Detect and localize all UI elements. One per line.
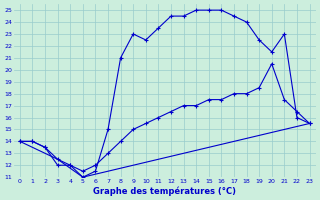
X-axis label: Graphe des températures (°C): Graphe des températures (°C)	[93, 186, 236, 196]
